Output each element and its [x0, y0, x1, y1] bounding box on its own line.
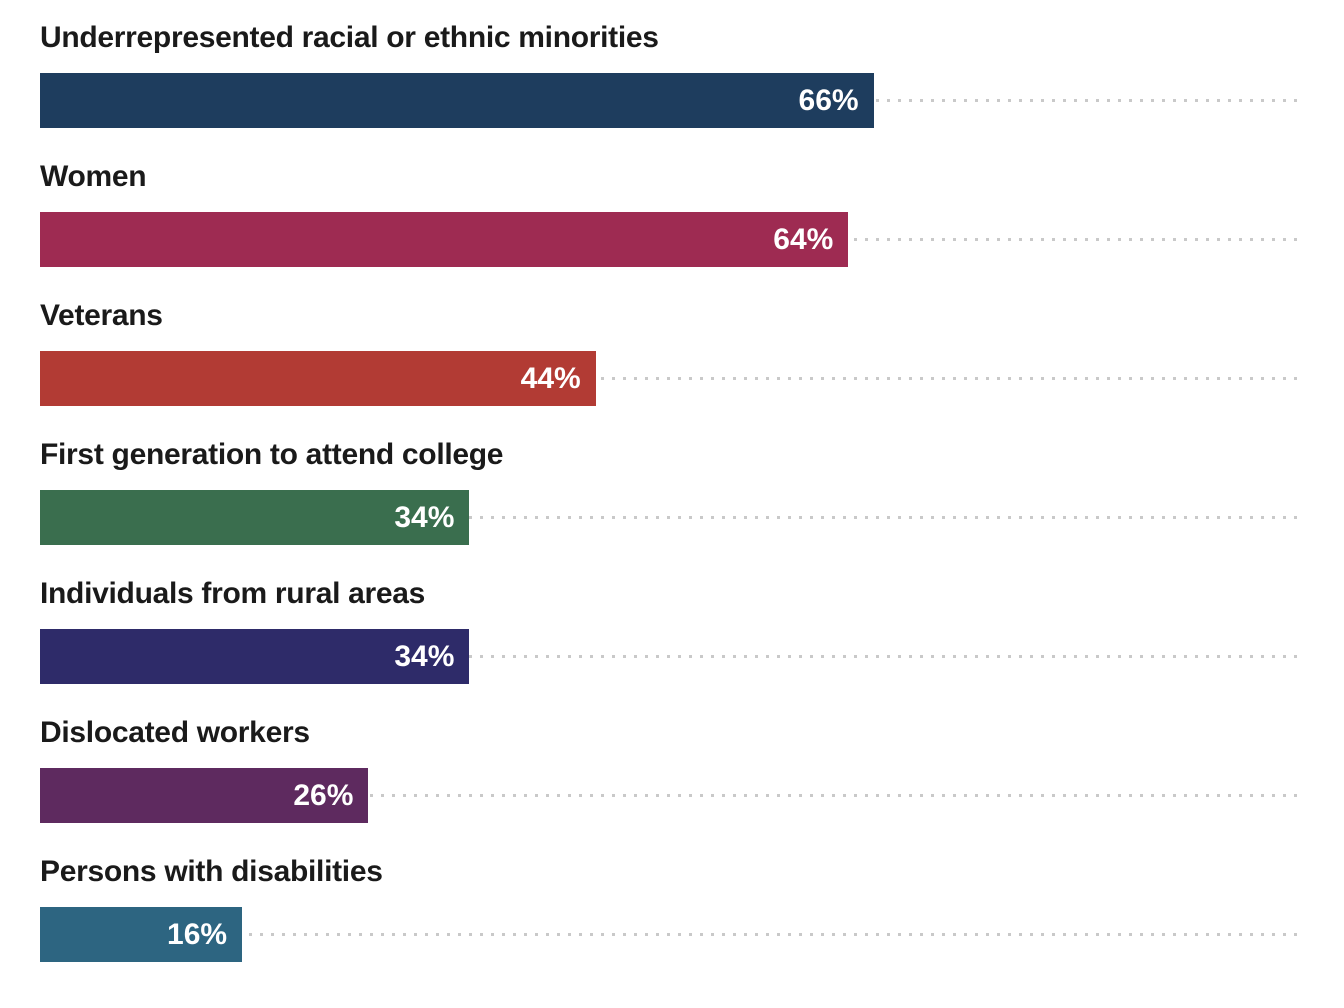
- value-label: 44%: [520, 361, 581, 395]
- bar-row: Persons with disabilities 16%: [40, 852, 1303, 991]
- category-label: Veterans: [40, 299, 163, 332]
- bar-track: 66%: [40, 73, 1303, 128]
- dotted-leader-line: [40, 377, 1303, 380]
- bar-track: 64%: [40, 212, 1303, 267]
- dotted-leader-line: [40, 933, 1303, 936]
- value-label: 34%: [394, 500, 455, 534]
- bar-track: 26%: [40, 768, 1303, 823]
- bar-track: 44%: [40, 351, 1303, 406]
- bar: 34%: [40, 629, 470, 684]
- value-label: 66%: [798, 83, 859, 117]
- bar: 16%: [40, 907, 243, 962]
- bar-track: 34%: [40, 490, 1303, 545]
- category-label: Persons with disabilities: [40, 855, 383, 888]
- bar: 64%: [40, 212, 849, 267]
- bar: 26%: [40, 768, 369, 823]
- category-label: Women: [40, 160, 147, 193]
- bar-row: Veterans 44%: [40, 296, 1303, 435]
- category-label: Individuals from rural areas: [40, 577, 426, 610]
- category-label: Dislocated workers: [40, 716, 310, 749]
- bar-track: 16%: [40, 907, 1303, 962]
- dotted-leader-line: [40, 655, 1303, 658]
- bar-row: Dislocated workers 26%: [40, 713, 1303, 852]
- bar-row: Women 64%: [40, 157, 1303, 296]
- value-label: 16%: [167, 917, 228, 951]
- bar-track: 34%: [40, 629, 1303, 684]
- bar-row: First generation to attend college 34%: [40, 435, 1303, 574]
- value-label: 34%: [394, 639, 455, 673]
- bar: 44%: [40, 351, 596, 406]
- bar: 66%: [40, 73, 874, 128]
- category-label: First generation to attend college: [40, 438, 504, 471]
- category-label: Underrepresented racial or ethnic minori…: [40, 21, 659, 54]
- dotted-leader-line: [40, 516, 1303, 519]
- bar: 34%: [40, 490, 470, 545]
- dotted-leader-line: [40, 794, 1303, 797]
- value-label: 26%: [293, 778, 354, 812]
- bar-row: Individuals from rural areas 34%: [40, 574, 1303, 713]
- bar-row: Underrepresented racial or ethnic minori…: [40, 18, 1303, 157]
- value-label: 64%: [773, 222, 834, 256]
